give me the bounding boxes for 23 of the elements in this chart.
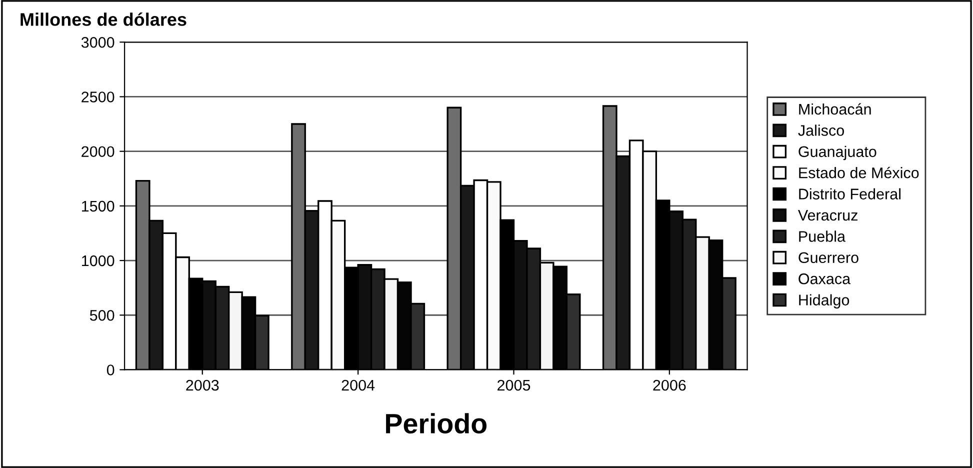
y-tick-label: 2500 (82, 92, 114, 102)
y-tick-label: 0 (106, 364, 114, 376)
y-tick-label: 2000 (82, 146, 114, 158)
x-tick-label: 2005 (498, 380, 530, 391)
y-tick-label: 500 (90, 310, 114, 321)
legend-label: Michoacán (799, 103, 871, 115)
x-axis-title: Periodo (386, 413, 487, 434)
legend-label: Hidalgo (799, 294, 850, 308)
legend-label: Puebla (799, 230, 846, 242)
y-axis-title: Millones de dólares (20, 12, 186, 26)
legend-label: Distrito Federal (799, 188, 900, 200)
y-tick-label: 1500 (82, 200, 114, 212)
y-tick-label: 1000 (82, 255, 114, 266)
legend-label: Guanajuato (798, 146, 876, 160)
x-tick-label: 2006 (653, 380, 686, 391)
legend-label: Jalisco (798, 124, 844, 136)
legend-label: Veracruz (798, 210, 858, 221)
x-tick-label: 2004 (342, 380, 375, 391)
legend-label: Estado de México (799, 166, 919, 178)
legend-label: Guerrero (798, 252, 858, 264)
y-tick-label: 3000 (81, 36, 114, 48)
x-tick-label: 2003 (186, 380, 219, 391)
legend-label: Oaxaca (798, 273, 851, 284)
